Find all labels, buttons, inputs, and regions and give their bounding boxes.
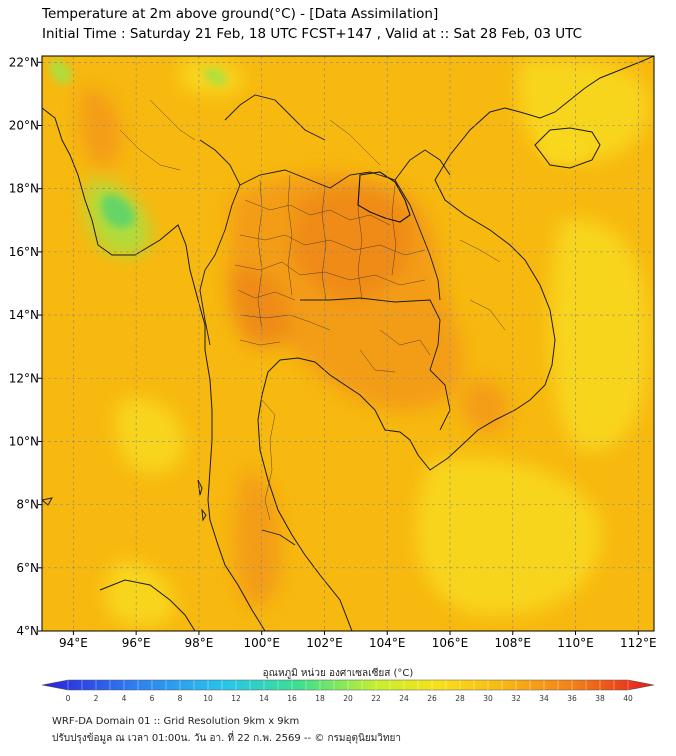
cool-zone-andaman — [115, 397, 185, 474]
latitude-ticks: 4°N 6°N 8°N 10°N 12°N 14°N 16°N 18°N 20°N 22°N — [9, 55, 42, 638]
longitude-ticks: 94°E 96°E 98°E 100°E 102°E 104°E 106°E 108°E 110… — [59, 631, 657, 650]
hainan-cool-spot — [540, 131, 588, 164]
latitude-tick-label: 10°N — [9, 434, 39, 448]
border-thailand-laos — [239, 169, 441, 301]
latitude-tick-label: 4°N — [16, 624, 39, 638]
hot-zone-central — [228, 267, 291, 349]
coast-hainan — [534, 127, 601, 169]
province-borders — [119, 99, 506, 521]
coast-gulf-of-thailand — [257, 56, 654, 631]
longitude-tick-label: 100°E — [243, 636, 280, 650]
warm-zone-south-vietnam — [460, 379, 509, 433]
colorbar-label: 30 — [483, 694, 493, 703]
colorbar-title: อุณหภูมิ หน่วย องศาเซลเซียส (°C) — [262, 668, 414, 679]
map-subtitle: Initial Time : Saturday 21 Feb, 18 UTC F… — [42, 26, 583, 42]
colorbar-label: 14 — [259, 694, 269, 703]
coast-andaman — [42, 107, 266, 631]
latitude-tick-label: 12°N — [9, 371, 39, 385]
country-borders — [199, 94, 451, 546]
longitude-tick-label: 108°E — [495, 636, 532, 650]
longitude-tick-label: 104°E — [369, 636, 406, 650]
border-thailand-malaysia — [261, 529, 296, 546]
temperature-field — [42, 56, 654, 631]
map-title: Temperature at 2m above ground(°C) - [Da… — [42, 6, 439, 22]
colorbar-label: 34 — [539, 694, 549, 703]
latitude-tick-label: 14°N — [9, 308, 39, 322]
map-frame — [41, 55, 655, 632]
longitude-tick-label: 96°E — [122, 636, 151, 650]
cold-spot-northwest — [49, 59, 72, 84]
colorbar-label: 38 — [595, 694, 605, 703]
colorbar-label: 20 — [343, 694, 353, 703]
colorbar-label: 2 — [94, 694, 99, 703]
latitude-tick-label: 8°N — [16, 498, 39, 512]
colorbar-label: 4 — [122, 694, 127, 703]
footer-update-info: ปรับปรุงข้อมูล ณ เวลา 01:00น. วัน อา. ที… — [52, 733, 401, 744]
temperature-map: 94°E 96°E 98°E 100°E 102°E 104°E 106°E 108°E 110… — [9, 55, 657, 650]
colorbar-label: 36 — [567, 694, 577, 703]
coast-sumatra — [99, 579, 196, 631]
colorbar-label: 12 — [231, 694, 241, 703]
cold-spot-arakan — [101, 194, 135, 228]
latitude-tick-label: 20°N — [9, 119, 39, 133]
latitude-tick-label: 22°N — [9, 55, 39, 69]
border-laos-china — [224, 94, 326, 141]
colorbar-label: 22 — [371, 694, 381, 703]
longitude-tick-label: 106°E — [432, 636, 469, 650]
colorbar-label: 24 — [399, 694, 409, 703]
latitude-tick-label: 16°N — [9, 245, 39, 259]
border-laos-vietnam — [394, 149, 451, 181]
footer-model-info: WRF-DA Domain 01 :: Grid Resolution 9km … — [52, 716, 300, 727]
colorbar-label: 0 — [66, 694, 71, 703]
colorbar-label: 6 — [150, 694, 155, 703]
longitude-tick-label: 94°E — [59, 636, 88, 650]
cool-zone-south-china-sea — [549, 218, 650, 452]
longitude-tick-label: 110°E — [557, 636, 594, 650]
border-thailand-myanmar — [199, 139, 241, 346]
cool-zone-sumatra — [104, 560, 175, 627]
colorbar-label: 26 — [427, 694, 437, 703]
border-thailand-cambodia — [300, 297, 441, 371]
colorbar-label: 28 — [455, 694, 465, 703]
colorbar-label: 10 — [203, 694, 213, 703]
cool-zone-gulf-south — [416, 457, 602, 616]
latitude-tick-label: 18°N — [9, 182, 39, 196]
colorbar-label: 32 — [511, 694, 521, 703]
warm-zone-myanmar — [80, 88, 121, 169]
coast-islands — [42, 479, 207, 522]
colorbar-label: 40 — [623, 694, 633, 703]
colorbar-ticks — [67, 680, 629, 690]
colorbar: 0 2 4 6 8 10 12 14 16 18 20 22 24 26 28 30 32 34 36 38 40 — [41, 679, 655, 703]
coastlines — [42, 56, 654, 631]
longitude-tick-label: 112°E — [620, 636, 657, 650]
colorbar-label: 16 — [287, 694, 297, 703]
border-cambodia-vietnam — [429, 369, 451, 431]
cold-spot-north — [204, 67, 227, 86]
longitude-tick-label: 102°E — [306, 636, 343, 650]
latitude-tick-label: 6°N — [16, 561, 39, 575]
colorbar-labels: 0 2 4 6 8 10 12 14 16 18 20 22 24 26 28 30 32 34 36 38 40 — [66, 694, 633, 703]
longitude-tick-label: 98°E — [184, 636, 213, 650]
colorbar-label: 8 — [178, 694, 183, 703]
colorbar-label: 18 — [315, 694, 325, 703]
graticule — [42, 56, 654, 631]
